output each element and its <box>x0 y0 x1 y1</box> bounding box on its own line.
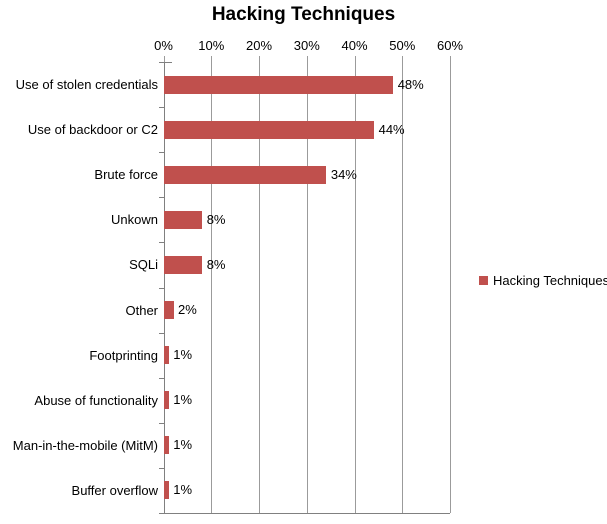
category-axis-tick <box>158 332 164 334</box>
chart-title: Hacking Techniques <box>211 4 396 25</box>
x-axis-tick-label: 30% <box>293 38 320 53</box>
category-label: Other <box>125 302 158 318</box>
x-axis-tick-label: 10% <box>198 38 225 53</box>
value-label: 8% <box>206 256 226 272</box>
value-label: 44% <box>378 121 405 137</box>
category-axis-tick <box>158 242 164 244</box>
category-axis-tick <box>158 287 164 289</box>
category-label: Unkown <box>111 212 158 228</box>
bar <box>164 301 174 320</box>
bar <box>164 436 169 455</box>
bar <box>164 165 327 184</box>
bar <box>164 481 169 500</box>
gridline <box>259 56 260 513</box>
x-axis-tick-label: 0% <box>154 38 173 53</box>
gridline <box>306 56 308 513</box>
category-label: Buffer overflow <box>71 482 158 498</box>
x-axis-tick-label: 40% <box>341 38 368 53</box>
value-label: 1% <box>173 437 193 453</box>
category-label: Brute force <box>94 167 158 183</box>
category-axis-tick <box>158 152 164 154</box>
gridline <box>450 56 451 513</box>
gridline <box>211 56 213 513</box>
category-axis-tick <box>158 377 164 379</box>
category-axis-tick <box>158 467 164 469</box>
category-label: SQLi <box>129 257 158 273</box>
legend-label: Hacking Techniques <box>493 273 607 288</box>
bar <box>164 210 203 229</box>
gridline <box>402 56 404 513</box>
category-label: Abuse of functionality <box>34 392 158 408</box>
bar <box>164 346 169 365</box>
x-axis-tick-label: 60% <box>436 38 464 53</box>
value-label: 48% <box>397 76 424 92</box>
gridline <box>354 56 356 513</box>
category-axis-tick <box>158 513 164 514</box>
value-label: 34% <box>330 166 357 182</box>
category-axis-line <box>163 62 165 513</box>
legend: Hacking Techniques <box>479 273 607 288</box>
bar <box>164 255 203 274</box>
value-label: 1% <box>173 347 193 363</box>
category-label: Man-in-the-mobile (MitM) <box>12 437 158 453</box>
value-axis-line <box>163 62 172 63</box>
category-axis-tick <box>158 107 164 109</box>
bar <box>164 75 394 94</box>
category-label: Use of backdoor or C2 <box>27 122 158 138</box>
value-label: 8% <box>206 211 226 227</box>
bar <box>164 120 375 139</box>
value-label: 1% <box>173 392 193 408</box>
category-axis-tick <box>158 197 164 199</box>
plot-bottom-border <box>163 513 450 514</box>
category-label: Footprinting <box>89 347 158 363</box>
x-axis-tick-label: 50% <box>389 38 416 53</box>
value-label: 1% <box>173 482 193 498</box>
category-axis-tick <box>158 422 164 424</box>
x-axis-tick-label: 20% <box>245 38 273 53</box>
category-label: Use of stolen credentials <box>15 77 158 92</box>
bar <box>164 391 169 410</box>
value-label: 2% <box>178 302 197 318</box>
category-axis-tick <box>158 62 164 63</box>
legend-swatch-icon <box>479 276 488 285</box>
